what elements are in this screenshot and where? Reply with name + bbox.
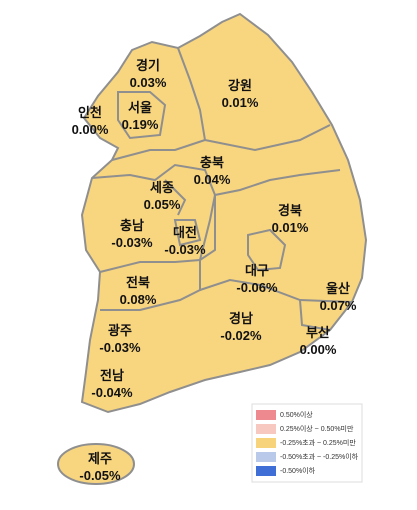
region-change: 0.08% [120, 292, 157, 307]
legend-label: -0.25%초과 ~ 0.25%미만 [280, 438, 356, 447]
region-name: 강원 [228, 78, 252, 93]
region-change: 0.03% [130, 75, 167, 90]
region-change: 0.05% [144, 197, 181, 212]
region-change: -0.06% [236, 280, 278, 295]
region-change: 0.01% [222, 95, 259, 110]
region-name: 경남 [229, 311, 253, 326]
legend-label: -0.50%이하 [280, 466, 316, 475]
region-name: 대전 [173, 225, 197, 240]
region-name: 경북 [278, 203, 302, 218]
legend-swatch [256, 466, 276, 476]
region-name: 충북 [200, 155, 224, 170]
region-change: -0.02% [220, 328, 262, 343]
region-change: 0.01% [272, 220, 309, 235]
region-name: 세종 [150, 180, 174, 195]
region-change: -0.03% [164, 242, 206, 257]
legend-swatch [256, 438, 276, 448]
region-name: 서울 [128, 100, 152, 115]
region-name: 울산 [326, 281, 350, 296]
legend-label: 0.50%이상 [280, 410, 313, 419]
land [57, 12, 368, 485]
region-name: 인천 [78, 105, 102, 120]
region-change: -0.05% [79, 468, 121, 483]
legend-swatch [256, 452, 276, 462]
region-change: 0.00% [72, 122, 109, 137]
region-change: 0.07% [320, 298, 357, 313]
legend-label: 0.25%이상 ~ 0.50%미만 [280, 424, 354, 433]
region-name: 전남 [100, 368, 124, 383]
jeju [57, 443, 135, 485]
region-name: 제주 [88, 451, 112, 466]
region-change: -0.04% [91, 385, 133, 400]
region-change: 0.00% [300, 342, 337, 357]
region-change: 0.19% [122, 117, 159, 132]
region-name: 전북 [126, 275, 150, 290]
peninsula [80, 12, 368, 414]
legend: 0.50%이상 0.25%이상 ~ 0.50%미만 -0.25%초과 ~ 0.25%… [251, 403, 363, 483]
legend-swatch [256, 410, 276, 420]
region-name: 경기 [136, 58, 160, 73]
borders [91, 47, 353, 331]
legend-label: -0.50%초과 ~ -0.25%이하 [280, 452, 359, 461]
region-change: -0.03% [99, 340, 141, 355]
region-change: -0.03% [111, 235, 153, 250]
region-name: 부산 [306, 325, 330, 340]
region-name: 충남 [120, 218, 144, 233]
region-name: 대구 [245, 263, 269, 278]
region-change: 0.04% [194, 172, 231, 187]
legend-swatch [256, 424, 276, 434]
region-name: 광주 [108, 323, 132, 338]
